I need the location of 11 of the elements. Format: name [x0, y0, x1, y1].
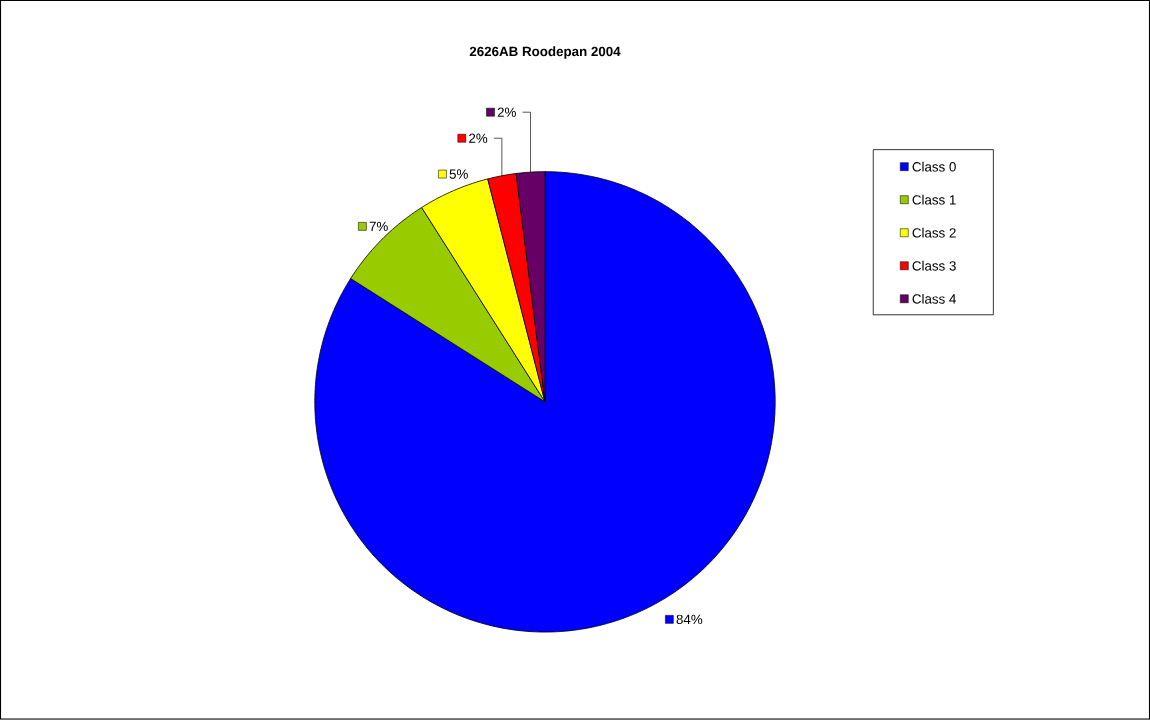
data-label: 7%: [369, 221, 388, 232]
legend-label: Class 1: [912, 194, 956, 205]
legend-label: Class 3: [912, 261, 956, 271]
chart-title: 2626AB Roodepan 2004: [469, 46, 621, 59]
data-label: 84%: [676, 614, 703, 625]
data-label: 5%: [449, 169, 468, 179]
legend-label: Class 0: [912, 161, 956, 172]
legend-label: Class 4: [912, 294, 956, 304]
legend-label: Class 2: [912, 228, 956, 238]
data-label: 2%: [469, 133, 488, 144]
data-label: 2%: [497, 107, 516, 118]
